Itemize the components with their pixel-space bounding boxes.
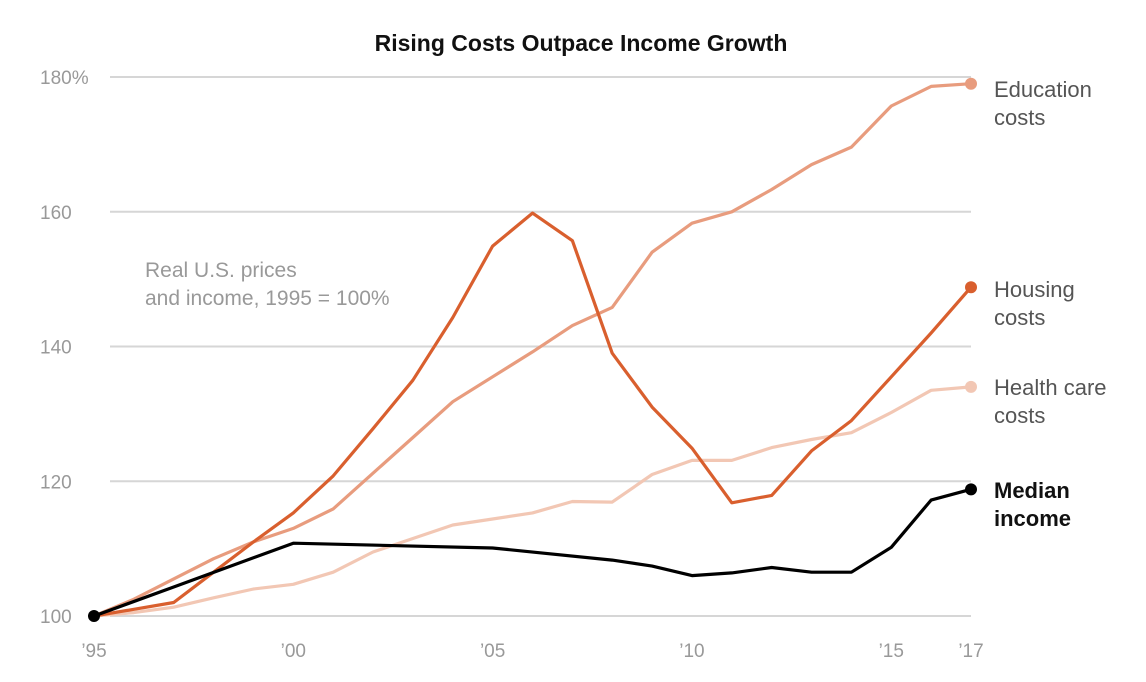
- series-lines: [88, 77, 977, 622]
- series-start-point-income: [88, 610, 100, 622]
- series-label-health-line-1: Health care: [994, 375, 1107, 400]
- series-end-point-education: [965, 77, 977, 90]
- y-tick-label-120: 120: [40, 472, 72, 493]
- series-line-education: [92, 82, 973, 618]
- series-labels: Health care costs Education costs Housing cos…: [994, 77, 1107, 531]
- series-label-income-line-1: Median: [994, 478, 1070, 503]
- x-tick-label-2015: ’15: [879, 641, 904, 662]
- x-axis-ticks: ’95 ’00 ’05 ’10 ’15 ’17: [81, 641, 983, 662]
- series-line-housing: [92, 211, 973, 618]
- series-end-point-housing: [965, 281, 977, 294]
- x-tick-label-2017: ’17: [958, 641, 983, 662]
- series-label-education-line-1: Education: [994, 77, 1092, 102]
- x-tick-label-1995: ’95: [81, 641, 106, 662]
- series-label-health-line-2: costs: [994, 403, 1045, 428]
- y-tick-label-100: 100: [40, 607, 72, 628]
- chart-annotation: Real U.S. prices and income, 1995 = 100%: [145, 259, 390, 310]
- annotation-line-2: and income, 1995 = 100%: [145, 287, 390, 310]
- chart-title: Rising Costs Outpace Income Growth: [375, 30, 788, 56]
- y-tick-label-160: 160: [40, 203, 72, 224]
- annotation-line-1: Real U.S. prices: [145, 259, 297, 282]
- series-label-housing-line-1: Housing: [994, 277, 1075, 302]
- series-line-health: [92, 385, 973, 618]
- series-end-point-health: [965, 380, 977, 393]
- y-tick-label-140: 140: [40, 338, 72, 359]
- series-end-point-income: [965, 483, 977, 496]
- series-label-income-line-2: income: [994, 506, 1071, 531]
- series-label-education-line-2: costs: [994, 105, 1045, 130]
- series-label-housing-line-2: costs: [994, 305, 1045, 330]
- x-tick-label-2005: ’05: [480, 641, 505, 662]
- y-tick-label-180: 180%: [40, 68, 89, 89]
- x-tick-label-2010: ’10: [679, 641, 704, 662]
- x-tick-label-2000: ’00: [281, 641, 306, 662]
- series-line-income: [92, 487, 973, 618]
- y-axis-ticks: 100 120 140 160 180%: [40, 68, 89, 628]
